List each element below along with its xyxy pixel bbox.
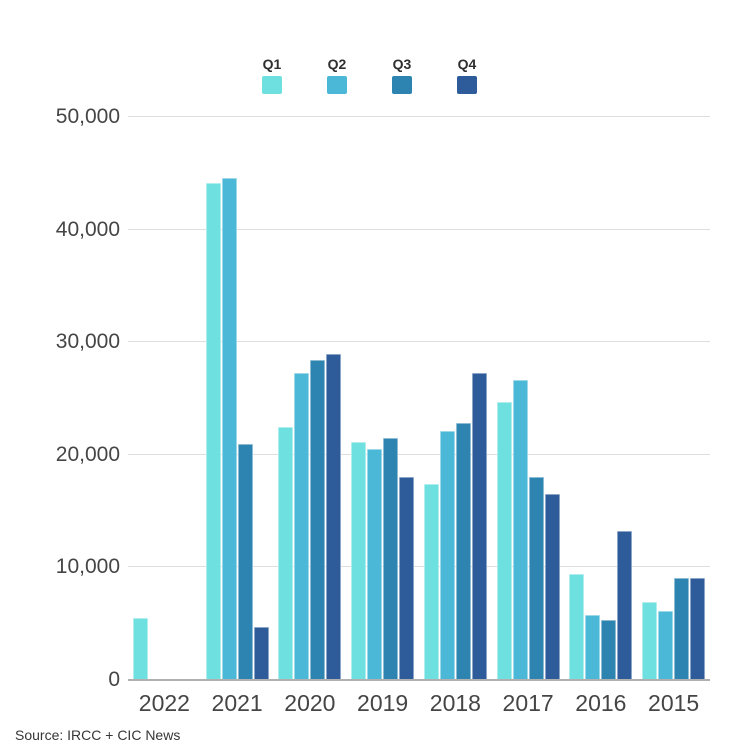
bar-2017-q2 [512,380,528,680]
gridline-40000 [128,228,710,230]
bar-2018-q3 [455,423,471,680]
legend-swatch-q3 [392,76,412,94]
bar-2020-q4 [326,354,342,680]
bar-2019-q3 [383,437,399,680]
x-tick-label-2021: 2021 [211,690,263,716]
y-tick-label: 10,000 [55,555,120,579]
gridline-20000 [128,453,710,455]
bar-2020-q1 [278,426,294,680]
legend-label: Q3 [392,56,412,72]
bar-2015-q1 [642,602,658,680]
legend-item-q4: Q4 [457,56,477,94]
bar-2018-q2 [439,431,455,680]
bar-2022-q1 [132,618,148,680]
x-tick-label-2020: 2020 [284,690,336,716]
bar-2017-q3 [528,477,544,680]
bar-2021-q2 [221,177,237,680]
bar-group-2022 [128,117,201,680]
gridline-50000 [128,116,710,117]
bar-2017-q4 [544,493,560,680]
chart-legend: Q1 Q2 Q3 Q4 [262,56,477,94]
x-tick-label-2022: 2022 [138,690,190,716]
x-tick-label-2015: 2015 [648,690,700,716]
legend-swatch-q2 [327,76,347,94]
bar-2021-q4 [253,627,269,680]
bar-2016-q2 [585,614,601,680]
y-tick-label: 30,000 [55,330,120,354]
gridline-30000 [128,341,710,343]
bar-group-2021 [201,117,274,680]
x-tick-label-2016: 2016 [575,690,627,716]
bar-group-2020 [274,117,347,680]
bar-2019-q4 [399,477,415,680]
gridline-10000 [128,566,710,568]
plot-area [128,116,710,680]
bar-2015-q3 [674,577,690,680]
bar-2015-q4 [690,578,706,680]
bar-2018-q4 [471,372,487,680]
bar-2018-q1 [423,484,439,680]
bar-2019-q2 [367,449,383,680]
legend-label: Q4 [457,56,477,72]
y-tick-label: 50,000 [55,105,120,128]
bar-group-2019 [346,117,419,680]
legend-swatch-q1 [262,76,282,94]
bar-2020-q3 [310,360,326,680]
x-tick-label-2018: 2018 [429,690,481,716]
bar-2020-q2 [294,372,310,680]
source-note: Source: IRCC + CIC News [15,727,181,743]
legend-item-q2: Q2 [327,56,347,94]
legend-item-q1: Q1 [262,56,282,94]
bar-group-2016 [565,117,638,680]
x-axis-baseline [128,679,710,681]
legend-label: Q1 [262,56,282,72]
bar-2021-q3 [237,443,253,680]
bar-group-2015 [637,117,710,680]
bar-group-2017 [492,117,565,680]
legend-label: Q2 [327,56,347,72]
bar-2021-q1 [205,183,221,680]
bar-2017-q1 [496,401,512,680]
y-tick-label: 40,000 [55,217,120,241]
bar-2016-q4 [617,531,633,680]
bar-2015-q2 [658,611,674,680]
bar-2016-q1 [569,573,585,680]
legend-swatch-q4 [457,76,477,94]
bar-2016-q3 [601,620,617,680]
x-tick-label-2017: 2017 [502,690,554,716]
y-tick-label: 20,000 [55,442,120,466]
bar-2019-q1 [351,442,367,680]
x-tick-label-2019: 2019 [357,690,409,716]
y-tick-label: 0 [108,668,120,691]
bar-group-2018 [419,117,492,680]
legend-item-q3: Q3 [392,56,412,94]
